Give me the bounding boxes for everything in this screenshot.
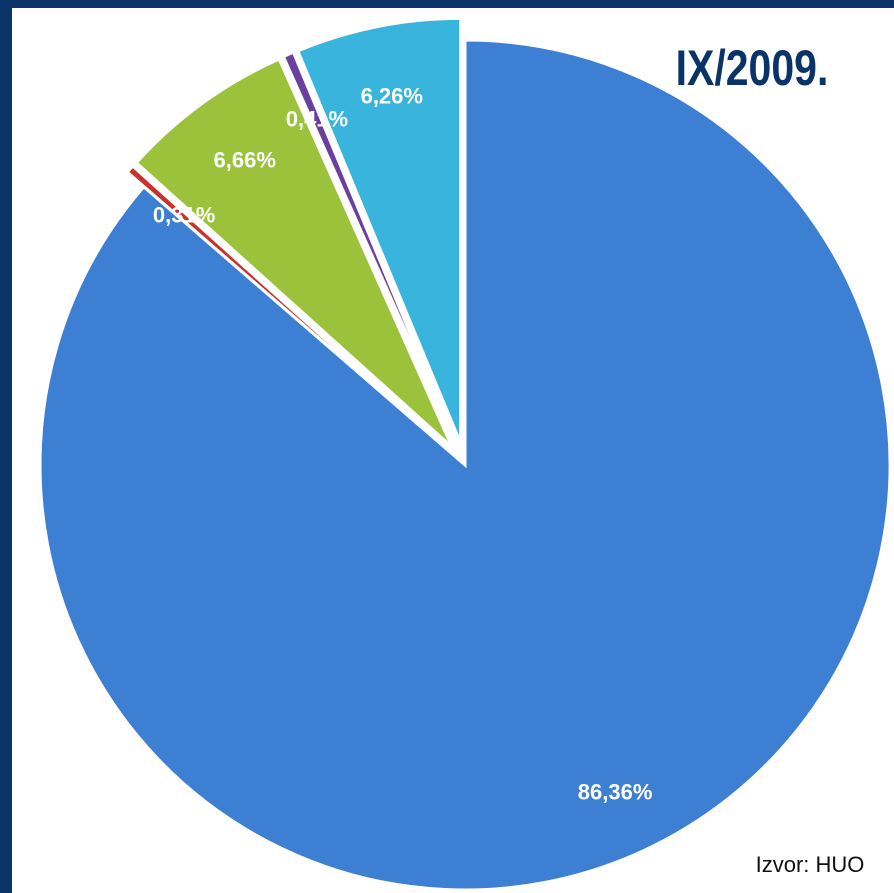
source-note: Izvor: HUO	[756, 852, 865, 877]
data-label: 6,66%	[214, 148, 276, 173]
pie-slice	[125, 163, 450, 452]
pie-slice	[134, 57, 454, 449]
pie-slice	[295, 16, 463, 444]
pie-slice	[38, 38, 892, 892]
data-label: 86,36%	[578, 779, 653, 804]
data-label: 0,41%	[286, 107, 348, 132]
pie-slice	[281, 50, 458, 446]
data-label: 6,26%	[361, 83, 423, 108]
data-label: 0,31%	[153, 203, 215, 228]
chart-title: IX/2009.	[676, 40, 829, 96]
pie: 86,36% 0,31% 6,66% 0,41% 6,26%	[38, 16, 892, 892]
